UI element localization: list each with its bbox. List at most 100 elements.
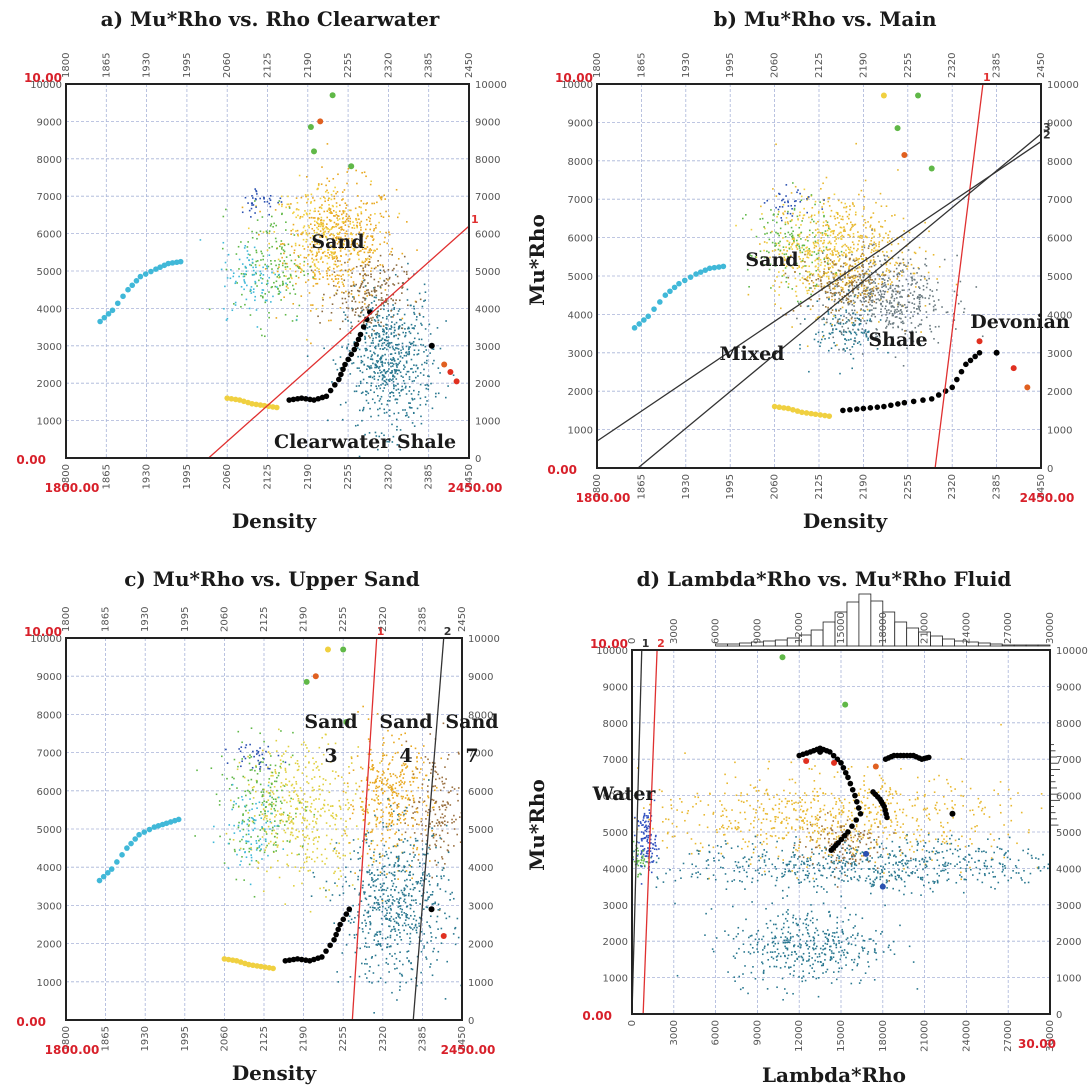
scatter-point xyxy=(377,802,380,805)
scatter-point xyxy=(783,253,786,256)
scatter-point xyxy=(344,202,347,204)
scatter-point xyxy=(817,239,819,242)
scatter-point xyxy=(406,370,409,373)
scatter-point xyxy=(285,771,287,773)
scatter-point xyxy=(386,887,389,889)
scatter-point xyxy=(840,238,842,240)
scatter-point xyxy=(851,265,854,268)
scatter-point xyxy=(848,251,850,254)
scatter-point xyxy=(841,245,843,248)
scatter-point xyxy=(371,831,373,833)
scatter-point xyxy=(388,233,391,236)
scatter-point xyxy=(799,300,802,303)
scatter-point xyxy=(292,223,295,226)
scatter-point xyxy=(389,253,391,255)
scatter-point xyxy=(247,241,249,243)
scatter-point xyxy=(376,934,378,936)
scatter-point xyxy=(797,218,799,221)
scatter-point xyxy=(401,768,404,771)
scatter-point xyxy=(394,273,397,276)
corner-label-xmax: 2450.00 xyxy=(1020,491,1075,505)
scatter-point xyxy=(828,205,831,207)
scatter-point xyxy=(848,279,850,282)
scatter-point xyxy=(810,293,812,296)
scatter-point xyxy=(385,378,388,381)
scatter-point xyxy=(345,826,348,828)
scatter-point xyxy=(905,278,908,281)
scatter-point xyxy=(276,796,279,799)
scatter-point xyxy=(841,234,843,237)
scatter-point xyxy=(866,319,869,322)
scatter-point xyxy=(873,307,875,310)
scatter-point xyxy=(340,776,343,779)
trace-point xyxy=(651,306,657,312)
scatter-point xyxy=(806,292,809,295)
scatter-point xyxy=(413,801,416,803)
scatter-point xyxy=(338,210,341,212)
scatter-point xyxy=(256,285,258,287)
scatter-point xyxy=(411,398,414,401)
scatter-point xyxy=(777,213,779,216)
scatter-point xyxy=(262,296,264,299)
scatter-point xyxy=(372,238,375,241)
scatter-point xyxy=(370,367,373,369)
scatter-point xyxy=(837,256,839,258)
scatter-point xyxy=(371,294,374,297)
scatter-point xyxy=(412,847,415,850)
scatter-point xyxy=(810,254,813,257)
scatter-point xyxy=(332,812,334,815)
scatter-point xyxy=(323,250,326,253)
scatter-point xyxy=(848,258,851,260)
scatter-point xyxy=(277,859,279,862)
scatter-point xyxy=(874,261,876,263)
scatter-point xyxy=(334,823,336,826)
scatter-point xyxy=(381,778,384,781)
scatter-point xyxy=(350,918,353,921)
scatter-point xyxy=(398,781,401,783)
scatter-point xyxy=(774,303,776,305)
scatter-point xyxy=(794,185,797,188)
scatter-point xyxy=(447,385,449,387)
scatter-point xyxy=(422,761,425,764)
scatter-point xyxy=(833,294,836,297)
scatter-point xyxy=(378,435,381,438)
scatter-point xyxy=(847,274,849,276)
scatter-point xyxy=(813,242,815,245)
scatter-point xyxy=(838,221,840,224)
scatter-point xyxy=(243,288,245,291)
scatter-point xyxy=(840,226,843,229)
scatter-point xyxy=(918,302,921,305)
scatter-point xyxy=(398,913,401,916)
scatter-point xyxy=(405,412,408,414)
scatter-point xyxy=(443,820,446,823)
scatter-point xyxy=(859,314,861,317)
scatter-point xyxy=(295,275,298,277)
scatter-point xyxy=(285,275,287,278)
scatter-point xyxy=(849,348,851,351)
y-tick-label-left: 10000 xyxy=(30,80,62,91)
scatter-point xyxy=(327,319,330,322)
scatter-point xyxy=(778,286,781,288)
scatter-point xyxy=(841,215,844,218)
scatter-point xyxy=(841,325,844,328)
scatter-point xyxy=(254,271,257,274)
scatter-point xyxy=(378,335,380,338)
scatter-point xyxy=(296,807,298,810)
scatter-point xyxy=(419,372,422,374)
scatter-point xyxy=(363,303,366,305)
scatter-point xyxy=(434,770,436,773)
scatter-point xyxy=(425,834,428,837)
scatter-point xyxy=(270,771,273,774)
scatter-point xyxy=(333,256,336,258)
scatter-point xyxy=(311,250,313,253)
scatter-point xyxy=(806,199,808,201)
scatter-point xyxy=(255,189,257,192)
scatter-point xyxy=(311,257,313,260)
scatter-point xyxy=(368,822,371,824)
scatter-point xyxy=(806,345,809,348)
scatter-point xyxy=(338,286,341,288)
scatter-point xyxy=(870,292,873,295)
scatter-point xyxy=(372,839,374,842)
scatter-point xyxy=(361,248,364,250)
scatter-point xyxy=(320,256,323,258)
